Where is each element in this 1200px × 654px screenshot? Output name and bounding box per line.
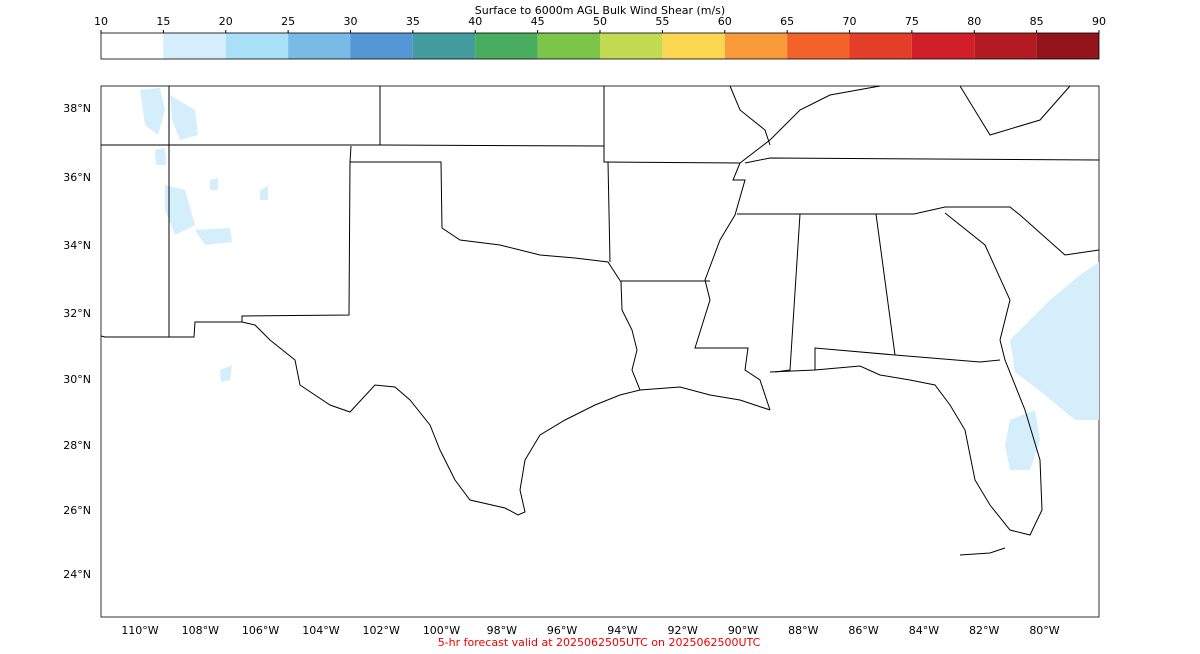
longitude-label: 102°W <box>363 624 400 637</box>
longitude-label: 110°W <box>121 624 158 637</box>
colorbar-tick-label: 40 <box>468 15 482 28</box>
longitude-label: 82°W <box>969 624 999 637</box>
longitude-label: 80°W <box>1029 624 1059 637</box>
longitude-label: 106°W <box>242 624 279 637</box>
latitude-label: 32°N <box>63 307 91 320</box>
longitude-label: 88°W <box>788 624 818 637</box>
colorbar-tick-label: 25 <box>281 15 295 28</box>
colorbar-tick-label: 15 <box>156 15 170 28</box>
longitude-label: 86°W <box>848 624 878 637</box>
longitude-label: 92°W <box>668 624 698 637</box>
colorbar-segment <box>662 33 725 59</box>
map-frame <box>100 85 1100 618</box>
colorbar-segment <box>1036 33 1099 59</box>
longitude-label: 94°W <box>607 624 637 637</box>
colorbar-segment <box>537 33 600 59</box>
colorbar-segment <box>163 33 226 59</box>
colorbar-segment <box>974 33 1037 59</box>
colorbar-segment <box>225 33 289 59</box>
colorbar-tick-label: 70 <box>843 15 857 28</box>
colorbar-segment <box>475 33 538 59</box>
colorbar-segment <box>849 33 912 59</box>
latitude-label: 34°N <box>63 239 91 252</box>
map-axes: 38°N 36°N 34°N 32°N 30°N 28°N 26°N 24°N 110°W 108… <box>63 102 1060 637</box>
latitude-label: 38°N <box>63 102 91 115</box>
longitude-label: 108°W <box>182 624 219 637</box>
latitude-label: 36°N <box>63 171 91 184</box>
colorbar-tick-label: 80 <box>967 15 981 28</box>
colorbar-tick-label: 60 <box>718 15 732 28</box>
colorbar-tick-label: 30 <box>344 15 358 28</box>
longitude-label: 84°W <box>909 624 939 637</box>
colorbar-segment <box>101 33 164 59</box>
longitude-label: 96°W <box>547 624 577 637</box>
latitude-label: 28°N <box>63 439 91 452</box>
colorbar-tick-label: 35 <box>406 15 420 28</box>
colorbar-tick-label: 65 <box>780 15 794 28</box>
colorbar-title: Surface to 6000m AGL Bulk Wind Shear (m/… <box>475 4 725 17</box>
latitude-label: 26°N <box>63 504 91 517</box>
shear-shading <box>140 88 1099 470</box>
colorbar-segment <box>350 33 413 59</box>
colorbar-tick-label: 20 <box>219 15 233 28</box>
colorbar-segment <box>787 33 850 59</box>
colorbar-tick-label: 10 <box>94 15 108 28</box>
colorbar-tick-label: 75 <box>905 15 919 28</box>
longitude-label: 104°W <box>302 624 339 637</box>
longitude-label: 98°W <box>487 624 517 637</box>
colorbar: 10 15 20 25 30 35 40 45 50 55 60 65 70 75 80 85 90 <box>94 15 1106 60</box>
latitude-label: 30°N <box>63 373 91 386</box>
colorbar-tick-label: 85 <box>1030 15 1044 28</box>
latitude-label: 24°N <box>63 568 91 581</box>
colorbar-segment <box>600 33 663 59</box>
longitude-label: 100°W <box>423 624 460 637</box>
colorbar-tick-label: 90 <box>1092 15 1106 28</box>
colorbar-segment <box>288 33 351 59</box>
colorbar-segment <box>911 33 975 59</box>
boundaries <box>100 85 1100 556</box>
colorbar-segment <box>724 33 788 59</box>
colorbar-tick-label: 55 <box>655 15 669 28</box>
forecast-footer: 5-hr forecast valid at 2025062505UTC on … <box>438 636 761 649</box>
colorbar-tick-label: 45 <box>531 15 545 28</box>
map <box>100 85 1100 618</box>
longitude-label: 90°W <box>728 624 758 637</box>
colorbar-tick-label: 50 <box>593 15 607 28</box>
colorbar-segment <box>412 33 476 59</box>
